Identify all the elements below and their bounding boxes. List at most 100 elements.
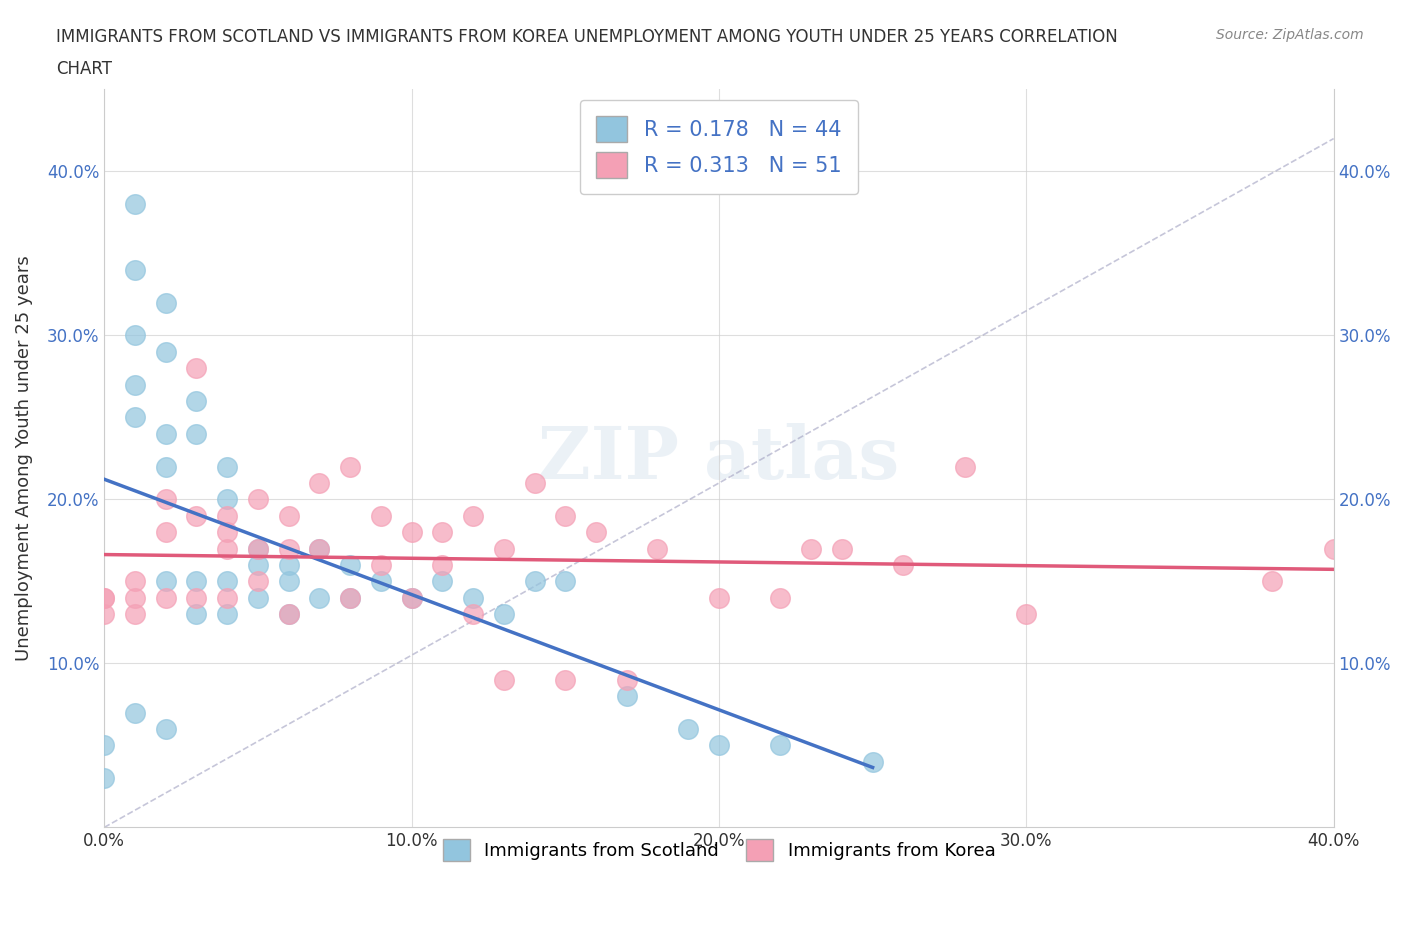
Point <box>461 606 484 621</box>
Y-axis label: Unemployment Among Youth under 25 years: Unemployment Among Youth under 25 years <box>15 256 32 661</box>
Point <box>124 262 146 277</box>
Point <box>186 591 208 605</box>
Point <box>246 541 269 556</box>
Point <box>707 738 730 753</box>
Point <box>523 574 546 589</box>
Point <box>707 591 730 605</box>
Point <box>93 606 115 621</box>
Point <box>1015 606 1038 621</box>
Point <box>1323 541 1346 556</box>
Point <box>155 722 177 737</box>
Point <box>277 509 299 524</box>
Point <box>800 541 823 556</box>
Point <box>831 541 853 556</box>
Point <box>308 475 330 490</box>
Text: IMMIGRANTS FROM SCOTLAND VS IMMIGRANTS FROM KOREA UNEMPLOYMENT AMONG YOUTH UNDER: IMMIGRANTS FROM SCOTLAND VS IMMIGRANTS F… <box>56 28 1118 46</box>
Point <box>769 591 792 605</box>
Point <box>339 558 361 573</box>
Point <box>246 574 269 589</box>
Point <box>1261 574 1284 589</box>
Text: ZIP atlas: ZIP atlas <box>538 423 900 494</box>
Point <box>246 558 269 573</box>
Text: CHART: CHART <box>56 60 112 78</box>
Point <box>492 541 515 556</box>
Point <box>308 541 330 556</box>
Point <box>308 591 330 605</box>
Point <box>277 606 299 621</box>
Point <box>155 459 177 474</box>
Point <box>277 574 299 589</box>
Point <box>953 459 976 474</box>
Point <box>217 509 239 524</box>
Point <box>769 738 792 753</box>
Point <box>862 754 884 769</box>
Point <box>217 606 239 621</box>
Point <box>401 591 423 605</box>
Point <box>186 606 208 621</box>
Point <box>124 574 146 589</box>
Point <box>186 361 208 376</box>
Point <box>155 492 177 507</box>
Point <box>492 606 515 621</box>
Point <box>676 722 699 737</box>
Point <box>401 525 423 539</box>
Point <box>124 328 146 343</box>
Point <box>217 459 239 474</box>
Point <box>155 426 177 441</box>
Point <box>492 672 515 687</box>
Point <box>93 591 115 605</box>
Point <box>370 509 392 524</box>
Point <box>554 509 576 524</box>
Point <box>217 492 239 507</box>
Point <box>370 558 392 573</box>
Point <box>401 591 423 605</box>
Point <box>277 541 299 556</box>
Point <box>186 574 208 589</box>
Point <box>647 541 669 556</box>
Point <box>124 410 146 425</box>
Point <box>155 295 177 310</box>
Point <box>554 574 576 589</box>
Point <box>155 591 177 605</box>
Point <box>432 525 454 539</box>
Point <box>93 771 115 786</box>
Point <box>155 574 177 589</box>
Point <box>461 591 484 605</box>
Point <box>155 344 177 359</box>
Point <box>339 591 361 605</box>
Point <box>370 574 392 589</box>
Point <box>124 197 146 212</box>
Point <box>124 591 146 605</box>
Point <box>554 672 576 687</box>
Point <box>616 672 638 687</box>
Point <box>339 591 361 605</box>
Point <box>277 606 299 621</box>
Point <box>523 475 546 490</box>
Point <box>217 591 239 605</box>
Point <box>246 591 269 605</box>
Point <box>124 705 146 720</box>
Point <box>93 738 115 753</box>
Point <box>246 541 269 556</box>
Point <box>585 525 607 539</box>
Point <box>186 393 208 408</box>
Point <box>217 525 239 539</box>
Point <box>432 558 454 573</box>
Text: Source: ZipAtlas.com: Source: ZipAtlas.com <box>1216 28 1364 42</box>
Point <box>308 541 330 556</box>
Point <box>461 509 484 524</box>
Point <box>93 591 115 605</box>
Point <box>186 426 208 441</box>
Point <box>217 541 239 556</box>
Point <box>339 459 361 474</box>
Point <box>155 525 177 539</box>
Legend: Immigrants from Scotland, Immigrants from Korea: Immigrants from Scotland, Immigrants fro… <box>433 830 1004 870</box>
Point <box>432 574 454 589</box>
Point <box>616 689 638 704</box>
Point <box>124 378 146 392</box>
Point <box>124 606 146 621</box>
Point <box>246 492 269 507</box>
Point <box>217 574 239 589</box>
Point <box>186 509 208 524</box>
Point <box>891 558 914 573</box>
